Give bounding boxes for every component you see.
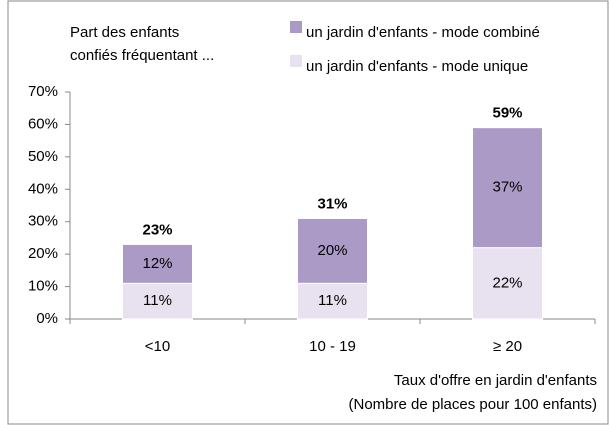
data-label: 11% — [143, 292, 172, 309]
frame — [7, 0, 609, 425]
x-axis-label: (Nombre de places pour 100 enfants) — [349, 396, 597, 413]
y-tick-label: 50% — [28, 148, 58, 165]
total-label: 31% — [317, 195, 347, 212]
y-tick-label: 20% — [28, 245, 58, 262]
y-tick-label: 0% — [36, 310, 58, 327]
data-label: 37% — [492, 179, 522, 196]
chart-title: Part des enfants — [70, 24, 179, 41]
data-label: 22% — [492, 274, 522, 291]
y-tick-label: 10% — [28, 278, 58, 295]
chart-title: confiés fréquentant ... — [70, 47, 214, 64]
y-tick-label: 60% — [28, 115, 58, 132]
x-tick-label: 10 - 19 — [309, 338, 356, 355]
legend-label: un jardin d'enfants - mode combiné — [306, 24, 540, 41]
legend-swatch — [290, 21, 302, 33]
x-tick-label: ≥ 20 — [493, 338, 522, 355]
bar-segment — [122, 243, 193, 284]
bar-segment — [297, 282, 368, 320]
y-tick-label: 30% — [28, 213, 58, 230]
bar-segment — [297, 217, 368, 284]
y-tick-label: 40% — [28, 180, 58, 197]
data-label: 11% — [318, 292, 347, 309]
data-label: 20% — [317, 242, 347, 259]
legend-swatch — [290, 55, 302, 67]
legend-label: un jardin d'enfants - mode unique — [306, 58, 528, 75]
x-tick-label: <10 — [145, 338, 170, 355]
x-axis-label: Taux d'offre en jardin d'enfants — [394, 372, 597, 389]
total-label: 23% — [142, 221, 172, 238]
total-label: 59% — [492, 105, 522, 122]
data-label: 12% — [142, 255, 172, 272]
bar-segment — [472, 127, 543, 249]
bar-segment — [122, 282, 193, 320]
y-tick-label: 70% — [28, 83, 58, 100]
